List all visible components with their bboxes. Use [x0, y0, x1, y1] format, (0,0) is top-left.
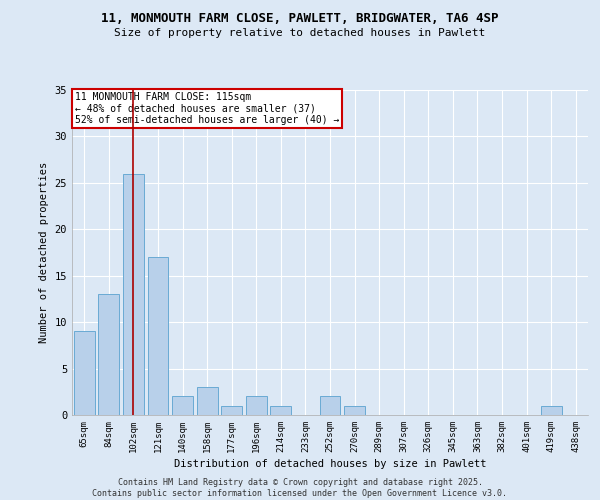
Bar — [344, 406, 365, 415]
Bar — [74, 332, 95, 415]
Bar — [221, 406, 242, 415]
Text: Size of property relative to detached houses in Pawlett: Size of property relative to detached ho… — [115, 28, 485, 38]
Bar — [172, 396, 193, 415]
Bar — [197, 387, 218, 415]
Y-axis label: Number of detached properties: Number of detached properties — [39, 162, 49, 343]
Bar — [320, 396, 340, 415]
Bar — [148, 257, 169, 415]
Bar — [541, 406, 562, 415]
Bar — [246, 396, 267, 415]
Text: 11, MONMOUTH FARM CLOSE, PAWLETT, BRIDGWATER, TA6 4SP: 11, MONMOUTH FARM CLOSE, PAWLETT, BRIDGW… — [101, 12, 499, 26]
Bar — [123, 174, 144, 415]
X-axis label: Distribution of detached houses by size in Pawlett: Distribution of detached houses by size … — [174, 459, 486, 469]
Bar — [271, 406, 292, 415]
Bar — [98, 294, 119, 415]
Text: 11 MONMOUTH FARM CLOSE: 115sqm
← 48% of detached houses are smaller (37)
52% of : 11 MONMOUTH FARM CLOSE: 115sqm ← 48% of … — [74, 92, 339, 125]
Text: Contains HM Land Registry data © Crown copyright and database right 2025.
Contai: Contains HM Land Registry data © Crown c… — [92, 478, 508, 498]
